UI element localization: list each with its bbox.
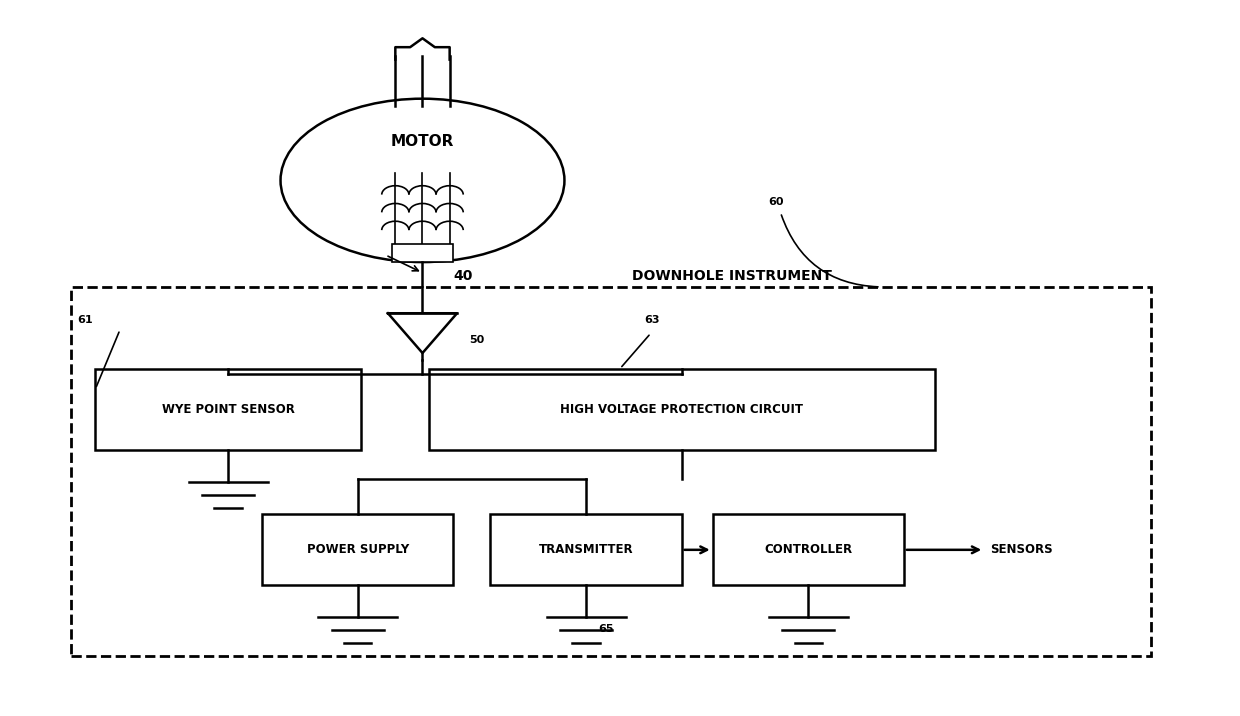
Text: HIGH VOLTAGE PROTECTION CIRCUIT: HIGH VOLTAGE PROTECTION CIRCUIT	[560, 403, 804, 416]
Bar	[392, 244, 454, 262]
Text: CONTROLLER: CONTROLLER	[764, 543, 852, 556]
Bar	[429, 369, 935, 450]
Text: POWER SUPPLY: POWER SUPPLY	[306, 543, 409, 556]
Text: 65: 65	[599, 624, 614, 634]
Bar	[713, 514, 904, 586]
Text: TRANSMITTER: TRANSMITTER	[538, 543, 634, 556]
Polygon shape	[388, 313, 458, 353]
Text: DOWNHOLE INSTRUMENT: DOWNHOLE INSTRUMENT	[632, 269, 832, 284]
Text: SENSORS: SENSORS	[991, 543, 1053, 556]
Text: 40: 40	[454, 269, 472, 284]
Text: 63: 63	[645, 315, 660, 325]
Ellipse shape	[280, 99, 564, 262]
Text: 61: 61	[77, 315, 93, 325]
Bar	[490, 514, 682, 586]
Text: MOTOR: MOTOR	[391, 134, 454, 149]
Bar	[262, 514, 454, 586]
Bar	[95, 369, 361, 450]
Text: 50: 50	[470, 335, 485, 345]
Text: WYE POINT SENSOR: WYE POINT SENSOR	[161, 403, 295, 416]
Bar	[71, 287, 1151, 657]
Text: 60: 60	[768, 197, 784, 207]
